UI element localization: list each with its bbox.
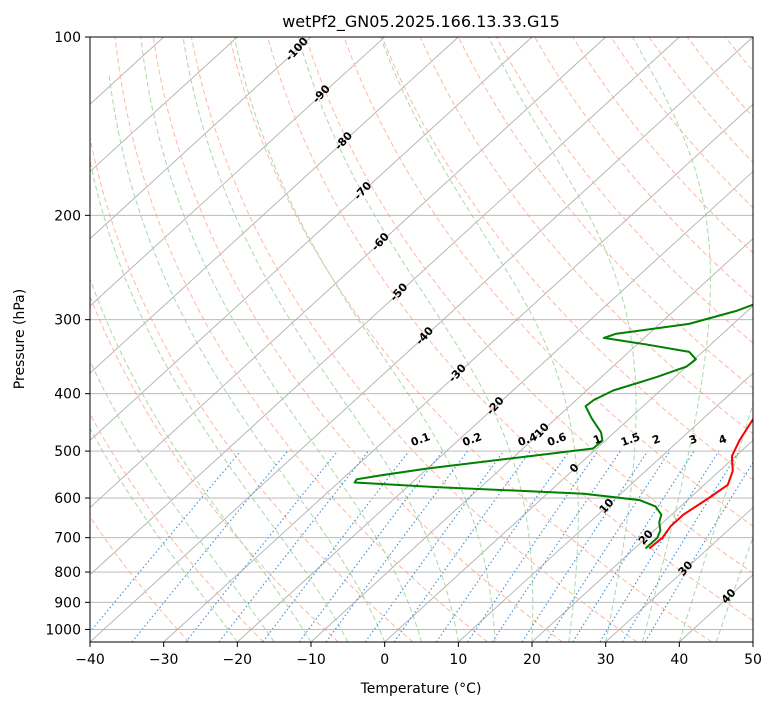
- dry-adiabat-line: [114, 37, 488, 642]
- moist-adiabat-line: [233, 37, 496, 642]
- y-tick-label: 100: [54, 30, 81, 46]
- x-tick-label: 50: [744, 652, 762, 668]
- plot-area: -100-90-80-70-60-50-40-30-20-10010203040…: [90, 37, 762, 642]
- isotherm-line: [90, 37, 238, 173]
- isotherm-line: [90, 37, 680, 576]
- y-tick-label: 900: [54, 595, 81, 611]
- isotherm-line: [90, 37, 312, 240]
- mixing-ratio-line: [90, 450, 242, 633]
- mixing-ratio-label: 2: [651, 432, 663, 447]
- mixing-ratio-label: 6: [750, 432, 762, 447]
- plot-frame: [89, 36, 754, 643]
- pressure-gridlines: [90, 37, 753, 630]
- isotherm-line: [531, 439, 753, 642]
- mixing-ratio-label: 1.5: [619, 430, 642, 449]
- moist-adiabat-line: [90, 158, 349, 642]
- mixing-ratio-label: 0.4: [516, 430, 539, 449]
- dry-adiabat-line: [419, 37, 753, 435]
- mixing-ratio-line: [545, 450, 671, 642]
- y-tick-label: 400: [54, 387, 81, 403]
- mixing-ratio-label: 0.1: [409, 430, 432, 449]
- mixing-ratio-line: [298, 450, 444, 642]
- dry-adiabat-line: [90, 135, 414, 642]
- x-tick-label: −10: [296, 652, 326, 668]
- dry-adiabat-line: [152, 37, 563, 642]
- y-tick-label: 500: [54, 444, 81, 460]
- isotherm-line: [163, 103, 753, 642]
- chart-title: wetPf2_GN05.2025.166.13.33.G15: [282, 12, 560, 32]
- dry-adiabat-line: [343, 37, 753, 527]
- isotherm-line: [605, 506, 753, 642]
- mixing-ratio-label: 4: [717, 432, 729, 447]
- mixing-ratio-line: [621, 450, 740, 642]
- isotherm-line: [90, 37, 459, 374]
- moist-adiabat-line: [715, 535, 753, 642]
- mixing-ratio-label: 0.2: [461, 430, 484, 449]
- moist-adiabat-line: [297, 37, 534, 642]
- isotherm-line: [384, 305, 753, 642]
- dewpoint-profile-line: [353, 303, 753, 550]
- isotherm-line: [90, 37, 533, 441]
- x-tick-label: 0: [380, 652, 389, 668]
- x-tick-label: 10: [449, 652, 467, 668]
- x-tick-label: 40: [670, 652, 688, 668]
- isotherm-line: [90, 37, 385, 307]
- y-axis-ticks: 100 200 300 400 500 600 700 800 900 1000: [45, 30, 90, 638]
- moist-adiabat-line: [678, 401, 753, 642]
- moist-adiabat-line: [380, 37, 579, 642]
- x-tick-label: 30: [597, 652, 615, 668]
- x-axis-label: Temperature (°C): [360, 681, 482, 697]
- x-tick-label: 20: [523, 652, 541, 668]
- moist-adiabat-line: [140, 37, 422, 642]
- isotherm-line: [90, 37, 606, 509]
- y-tick-label: 700: [54, 531, 81, 547]
- y-tick-label: 1000: [45, 622, 81, 638]
- isotherm-line: [237, 170, 753, 642]
- dry-adiabat-line: [90, 412, 264, 642]
- y-tick-label: 200: [54, 208, 81, 224]
- dry-adiabat-line: [229, 37, 712, 642]
- moist-adiabat-line: [632, 37, 711, 642]
- mixing-ratio-line: [521, 450, 649, 642]
- x-axis-ticks: −40 −30 −20 −10 0 10 20 30 40 50: [75, 642, 762, 668]
- dry-adiabat-line: [457, 37, 753, 389]
- mixing-ratio-label: 1: [592, 432, 604, 447]
- dry-adiabat-line: [267, 37, 753, 622]
- x-tick-label: −30: [149, 652, 179, 668]
- moist-adiabat-line: [488, 37, 637, 642]
- mixing-ratio-lines: [90, 450, 753, 642]
- dry-adiabat-line: [381, 37, 753, 481]
- y-axis-label: Pressure (hPa): [12, 289, 28, 389]
- dry-adiabat-line: [495, 37, 753, 344]
- mixing-ratio-label: 0.6: [545, 430, 568, 449]
- mixing-ratio-label: 3: [687, 432, 699, 447]
- moist-adiabat-line: [182, 37, 459, 642]
- y-tick-label: 300: [54, 313, 81, 329]
- x-tick-label: −40: [75, 652, 105, 668]
- y-tick-label: 800: [54, 565, 81, 581]
- moist-adiabat-line: [108, 72, 386, 642]
- dry-adiabat-line: [534, 37, 753, 299]
- mixing-ratio-line: [393, 450, 531, 642]
- mixing-ratio-line: [262, 450, 410, 642]
- mixing-ratio-line: [467, 450, 599, 642]
- mixing-ratio-line: [325, 450, 468, 642]
- dry-adiabat-line: [305, 37, 753, 574]
- mixing-ratio-line: [435, 450, 570, 642]
- isotherm-lines: [90, 37, 753, 642]
- temperature-profile-line: [648, 417, 753, 550]
- isotherm-line: [458, 372, 753, 642]
- y-tick-label: 600: [54, 491, 81, 507]
- mixing-ratio-line: [185, 450, 339, 642]
- mixing-ratio-line: [131, 450, 289, 642]
- profile-series: [353, 303, 753, 550]
- moist-adiabat-line: [90, 427, 238, 642]
- mixing-ratio-line: [364, 450, 505, 642]
- moist-adiabat-line: [90, 277, 312, 642]
- x-tick-label: −20: [223, 652, 253, 668]
- mixing-ratio-line: [572, 450, 695, 642]
